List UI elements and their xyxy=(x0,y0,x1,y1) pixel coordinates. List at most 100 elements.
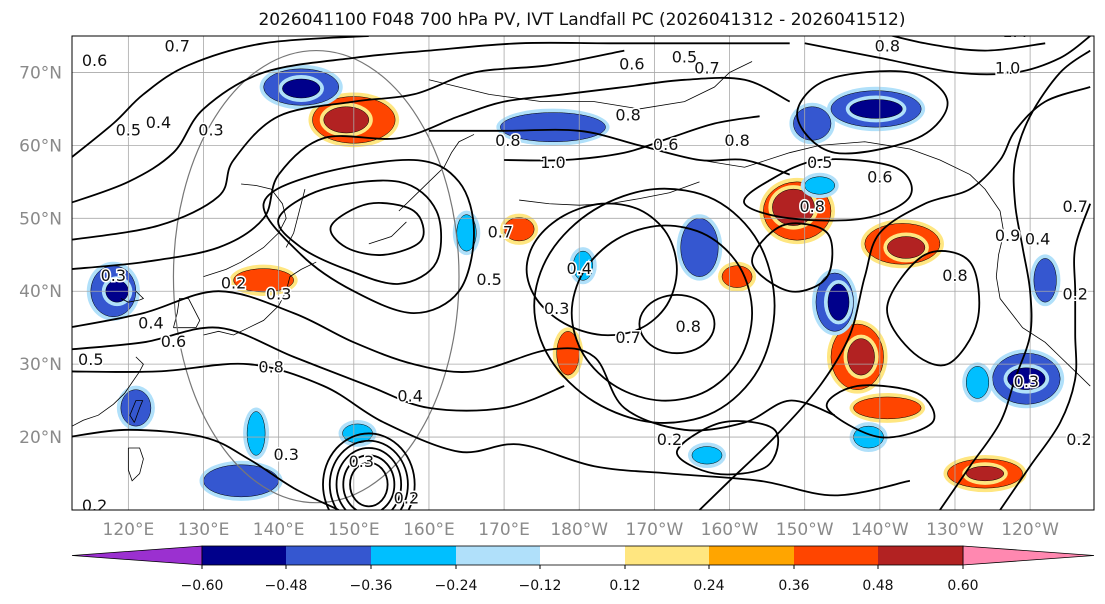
pv-contour-label: 0.8 xyxy=(799,197,824,216)
y-tick-label: 70°N xyxy=(19,63,62,83)
pv-contour-label: 0.8 xyxy=(615,106,640,125)
pv-contour-line xyxy=(825,384,936,439)
colorbar-bin xyxy=(286,546,371,565)
plot-frame xyxy=(71,35,1095,511)
x-axis: 120°E 130°E 140°E 150°E 160°E 170°E 180°W 170°W… xyxy=(103,520,1060,540)
pv-contour-line xyxy=(72,49,625,241)
ivt-region-core xyxy=(572,250,594,281)
x-tick-label: 160°W xyxy=(701,520,759,540)
ivt-region xyxy=(883,232,929,263)
ivt-region xyxy=(319,102,373,137)
pv-contour-line xyxy=(335,447,403,510)
colorbar-tick-label: 0.48 xyxy=(862,578,893,594)
ivt-region xyxy=(278,75,324,102)
pv-contour-label: 0.4 xyxy=(1025,230,1050,249)
pv-contour-line xyxy=(72,326,565,412)
pv-contour-label: 0.6 xyxy=(82,51,107,70)
pv-contour-label: 0.2 xyxy=(82,496,107,515)
pv-contour-line xyxy=(72,36,369,159)
pv-contour-label: 0.7 xyxy=(1062,197,1087,216)
colorbar-ticks: −0.60 −0.48 −0.36 −0.24 −0.12 0.12 0.24 0.36 0.4… xyxy=(181,565,979,594)
colorbar-tick-label: −0.48 xyxy=(265,578,308,594)
pv-contour-label: 0.2 xyxy=(1062,284,1087,303)
pv-contour-label: 0.3 xyxy=(544,299,569,318)
ivt-region xyxy=(849,392,926,423)
pv-contour-line xyxy=(277,179,443,285)
colorbar-bin xyxy=(371,546,456,565)
pv-contour-line xyxy=(262,159,475,315)
pv-contour-label: 0.5 xyxy=(78,350,103,369)
ivt-region xyxy=(687,442,727,469)
chart-title: 2026041100 F048 700 hPa PV, IVT Landfall… xyxy=(258,10,905,30)
coastline xyxy=(203,261,317,336)
x-tick-label: 120°W xyxy=(1001,520,1059,540)
pv-contour-label: 0.4 xyxy=(397,386,422,405)
ivt-region xyxy=(843,334,879,380)
pv-contours xyxy=(72,36,1092,510)
colorbar-extend-max xyxy=(962,545,1095,566)
ivt-region xyxy=(243,407,270,460)
y-tick-label: 40°N xyxy=(19,282,62,302)
pv-contour-line xyxy=(698,86,1091,510)
y-tick-label: 60°N xyxy=(19,136,62,156)
x-tick-label: 150°W xyxy=(776,520,834,540)
x-tick-label: 170°E xyxy=(478,520,530,540)
range-ring-circle xyxy=(172,49,460,504)
pv-contour-line xyxy=(72,76,791,270)
ivt-region-core xyxy=(323,106,370,134)
ivt-region xyxy=(500,213,539,245)
coastline xyxy=(72,356,144,427)
pv-contour-label: 0.5 xyxy=(116,120,141,139)
coastline xyxy=(120,290,145,303)
ivt-region xyxy=(552,327,584,380)
pv-contour-line xyxy=(638,293,716,355)
ivt-region-core xyxy=(691,446,723,465)
pv-contour-label: 0.4 xyxy=(146,113,171,132)
ivt-region-core xyxy=(246,411,266,456)
pv-contour-label: 0.8 xyxy=(724,131,749,150)
coastline xyxy=(129,400,144,423)
pv-contour-line xyxy=(999,203,1092,510)
x-tick-label: 160°E xyxy=(403,520,455,540)
pv-contour-line xyxy=(796,70,949,155)
ivt-region-core xyxy=(853,396,922,420)
ivt-region-core xyxy=(966,366,990,399)
pv-contour-line xyxy=(804,36,1091,76)
ivt-region-core xyxy=(120,389,152,427)
x-tick-label: 130°E xyxy=(178,520,230,540)
pv-contour-label: 0.2 xyxy=(394,489,419,508)
colorbar-bin xyxy=(625,546,709,565)
pv-contour-line xyxy=(886,250,981,367)
pv-contour-line xyxy=(533,187,776,424)
pv-contour-label: 0.6 xyxy=(653,135,678,154)
x-tick-label: 140°E xyxy=(253,520,305,540)
ivt-region xyxy=(800,172,839,199)
colorbar-bin xyxy=(709,546,794,565)
x-tick-label: 120°E xyxy=(103,520,155,540)
colorbar xyxy=(71,545,1095,566)
pv-contour-label: 0.2 xyxy=(1066,430,1091,449)
pv-contour-label: 0.6 xyxy=(867,168,892,187)
pv-contour-line xyxy=(72,362,911,497)
x-tick-label: 140°W xyxy=(851,520,909,540)
colorbar-extend-min xyxy=(71,545,203,566)
x-tick-label: 170°W xyxy=(626,520,684,540)
map-plot: 0.60.70.5 0.4 0.30.80.81.00.6 0.50.70.6 0.80… xyxy=(72,36,1094,515)
colorbar-tick-label: 0.36 xyxy=(778,578,809,594)
ivt-region-core xyxy=(849,99,903,119)
pv-contour-label: 0.6 xyxy=(161,332,186,351)
pv-contour-label: 0.2 xyxy=(657,430,682,449)
ivt-region-core xyxy=(282,78,321,99)
pv-contour-labels: 0.60.70.5 0.4 0.30.80.81.00.6 0.50.70.6 0.80… xyxy=(77,36,1094,515)
ivt-region xyxy=(845,95,907,123)
pv-contour-label: 0.5 xyxy=(672,47,697,66)
ivt-region xyxy=(789,102,835,145)
pv-contour-label: 0.6 xyxy=(619,55,644,74)
ivt-region xyxy=(569,247,597,285)
pv-contour-line xyxy=(328,439,409,510)
pv-contour-line xyxy=(428,128,790,176)
colorbar-tick-label: 0.60 xyxy=(947,578,978,594)
colorbar-tick-label: −0.60 xyxy=(181,578,224,594)
gridlines xyxy=(72,36,1094,510)
pv-contour-label: 1.0 xyxy=(540,153,565,172)
